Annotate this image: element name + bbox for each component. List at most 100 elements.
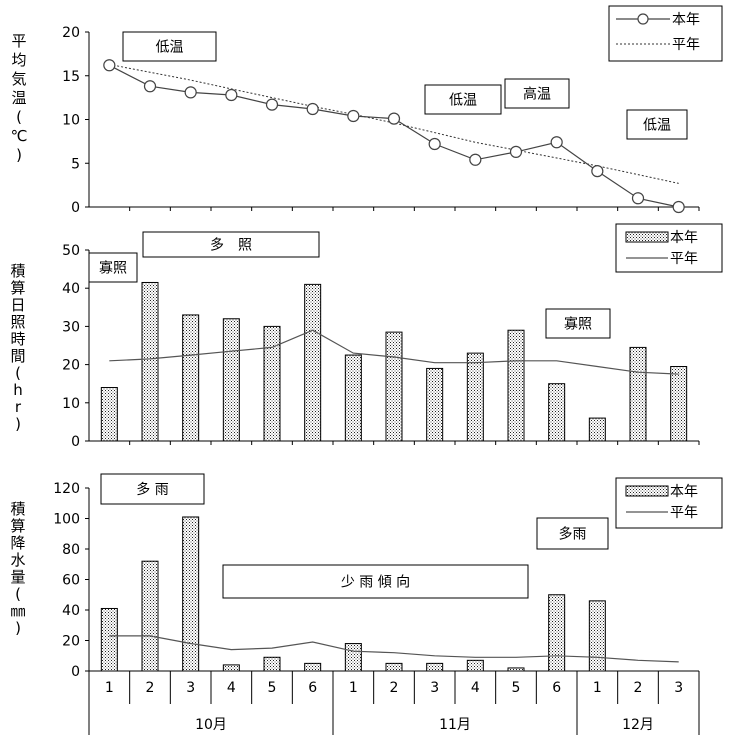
data-point [631, 192, 645, 205]
annotation-box [504, 78, 570, 109]
y-axis-title-char: 温 [11, 89, 26, 107]
y-axis-title-char: 算 [10, 517, 25, 535]
y-tick-label: 30 [62, 319, 80, 335]
y-tick-label: 10 [62, 113, 80, 129]
y-tick-label: 120 [53, 481, 80, 497]
bar [507, 329, 525, 442]
data-point [184, 86, 197, 99]
bar [588, 600, 606, 672]
y-axis-title-char: 算 [10, 279, 25, 297]
x-tick-label: 3 [186, 680, 195, 696]
bar [670, 366, 688, 442]
bar [100, 607, 118, 672]
bar [507, 667, 525, 672]
y-tick-label: 20 [62, 358, 80, 374]
annotation-box [626, 109, 688, 140]
data-point [103, 59, 116, 72]
x-tick-label: 6 [552, 680, 561, 696]
y-tick-label: 0 [71, 200, 80, 216]
x-tick-label: 3 [430, 680, 439, 696]
bar [182, 314, 200, 442]
legend-entry: 平年 [670, 251, 698, 267]
y-axis-title-char: r [15, 398, 22, 416]
y-tick-label: 0 [71, 664, 80, 680]
data-point [225, 88, 238, 102]
annotation-box [142, 231, 320, 258]
x-tick-label: 5 [512, 680, 521, 696]
legend-entry: 平年 [670, 505, 698, 521]
legend-swatch-bar [625, 485, 669, 497]
series-line-normal [109, 63, 679, 184]
data-point [387, 112, 401, 125]
annotation-box [122, 31, 217, 62]
y-tick-label: 20 [62, 634, 80, 650]
bar [629, 346, 647, 442]
bar [141, 560, 159, 672]
bar [222, 664, 240, 672]
y-axis-title-char: 気 [11, 70, 26, 88]
x-tick-label: 1 [105, 680, 114, 696]
series-line-normal [109, 329, 679, 375]
bar [141, 281, 159, 442]
data-point [428, 137, 441, 151]
annotation-box [536, 517, 609, 550]
bar [100, 387, 118, 442]
annotation-label: 高温 [523, 86, 551, 103]
y-tick-label: 0 [71, 434, 80, 450]
y-tick-label: 5 [71, 156, 80, 172]
y-axis-title-char: 降 [10, 534, 25, 552]
y-tick-label: 40 [62, 603, 80, 619]
y-axis-title-char: 水 [10, 551, 25, 569]
data-point [265, 98, 279, 111]
month-group-label: 10月 [195, 717, 227, 733]
y-axis-title-char: 平 [11, 32, 26, 50]
annotation-label: 低温 [156, 40, 184, 56]
bar [426, 367, 444, 442]
y-tick-label: 15 [62, 69, 80, 85]
y-tick-label: 40 [62, 281, 80, 297]
y-tick-label: 10 [62, 396, 80, 412]
y-axis-title-char: 時 [10, 330, 25, 348]
bar [466, 659, 484, 672]
bar [182, 516, 200, 672]
y-axis-title-char: ( [15, 585, 21, 603]
x-tick-label: 6 [308, 680, 317, 696]
bar [263, 656, 281, 672]
y-axis-title-char: ) [16, 146, 22, 164]
data-point [509, 145, 523, 158]
legend-entry: 平年 [672, 37, 700, 53]
bar [548, 594, 566, 672]
annotation-box [424, 84, 502, 115]
data-point [347, 109, 360, 123]
bar [222, 318, 240, 442]
y-axis-title-char: ( [15, 364, 21, 382]
bar [426, 662, 444, 672]
legend-entry: 本年 [672, 12, 700, 28]
data-point [591, 165, 604, 178]
y-axis-title-char: 照 [10, 313, 25, 331]
x-tick-label: 4 [227, 680, 236, 696]
data-point [306, 102, 319, 116]
data-point [672, 200, 685, 214]
x-tick-label: 3 [674, 680, 683, 696]
annotation-label: 寡照 [564, 316, 592, 333]
annotation-label: 低温 [449, 93, 477, 109]
y-axis-title-char: ) [15, 619, 21, 637]
annotation-label: 少 雨 傾 向 [341, 575, 410, 591]
y-axis-title-char: ) [15, 415, 21, 433]
y-axis-title-char: 間 [10, 347, 25, 365]
bar [385, 662, 403, 672]
x-tick-label: 2 [390, 680, 399, 696]
y-axis-title-char: 積 [10, 500, 25, 518]
legend-entry: 本年 [670, 484, 698, 500]
x-tick-label: 2 [146, 680, 155, 696]
y-tick-label: 50 [62, 243, 80, 259]
annotation-box [222, 564, 529, 599]
month-group-label: 11月 [439, 717, 471, 733]
bar [263, 325, 281, 442]
bar [466, 352, 484, 442]
legend-box [608, 5, 723, 62]
legend-box [615, 223, 723, 273]
